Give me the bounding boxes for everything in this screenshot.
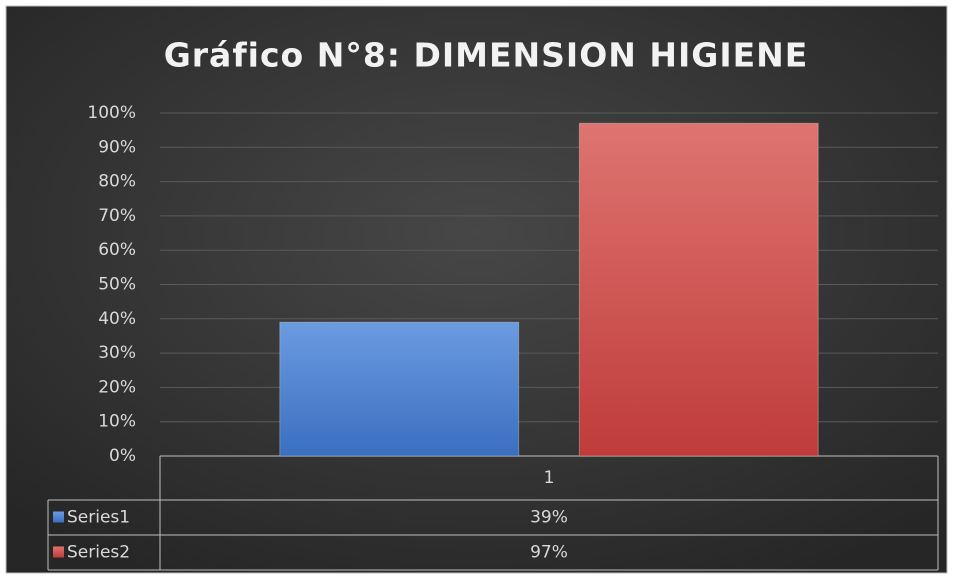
chart-title: Gráfico N°8: DIMENSION HIGIENE [164, 36, 809, 75]
y-tick-label: 30% [98, 343, 136, 363]
y-tick-label: 60% [98, 240, 136, 260]
legend-swatch [53, 546, 64, 558]
y-tick-label: 100% [87, 103, 136, 123]
y-tick-label: 50% [98, 275, 136, 295]
bar [279, 321, 520, 457]
table-value: 97% [530, 543, 568, 563]
y-tick-label: 20% [98, 377, 136, 397]
table-value: 39% [530, 508, 568, 528]
y-tick-label: 10% [98, 412, 136, 432]
bar [578, 122, 819, 457]
x-tick-label: 1 [544, 468, 555, 488]
legend-label: Series1 [67, 508, 130, 528]
y-tick-label: 0% [109, 446, 136, 466]
y-tick-label: 80% [98, 172, 136, 192]
y-tick-label: 40% [98, 309, 136, 329]
legend-swatch [53, 511, 64, 523]
legend-label: Series2 [67, 543, 130, 563]
y-tick-label: 70% [98, 206, 136, 226]
y-tick-label: 90% [98, 137, 136, 157]
